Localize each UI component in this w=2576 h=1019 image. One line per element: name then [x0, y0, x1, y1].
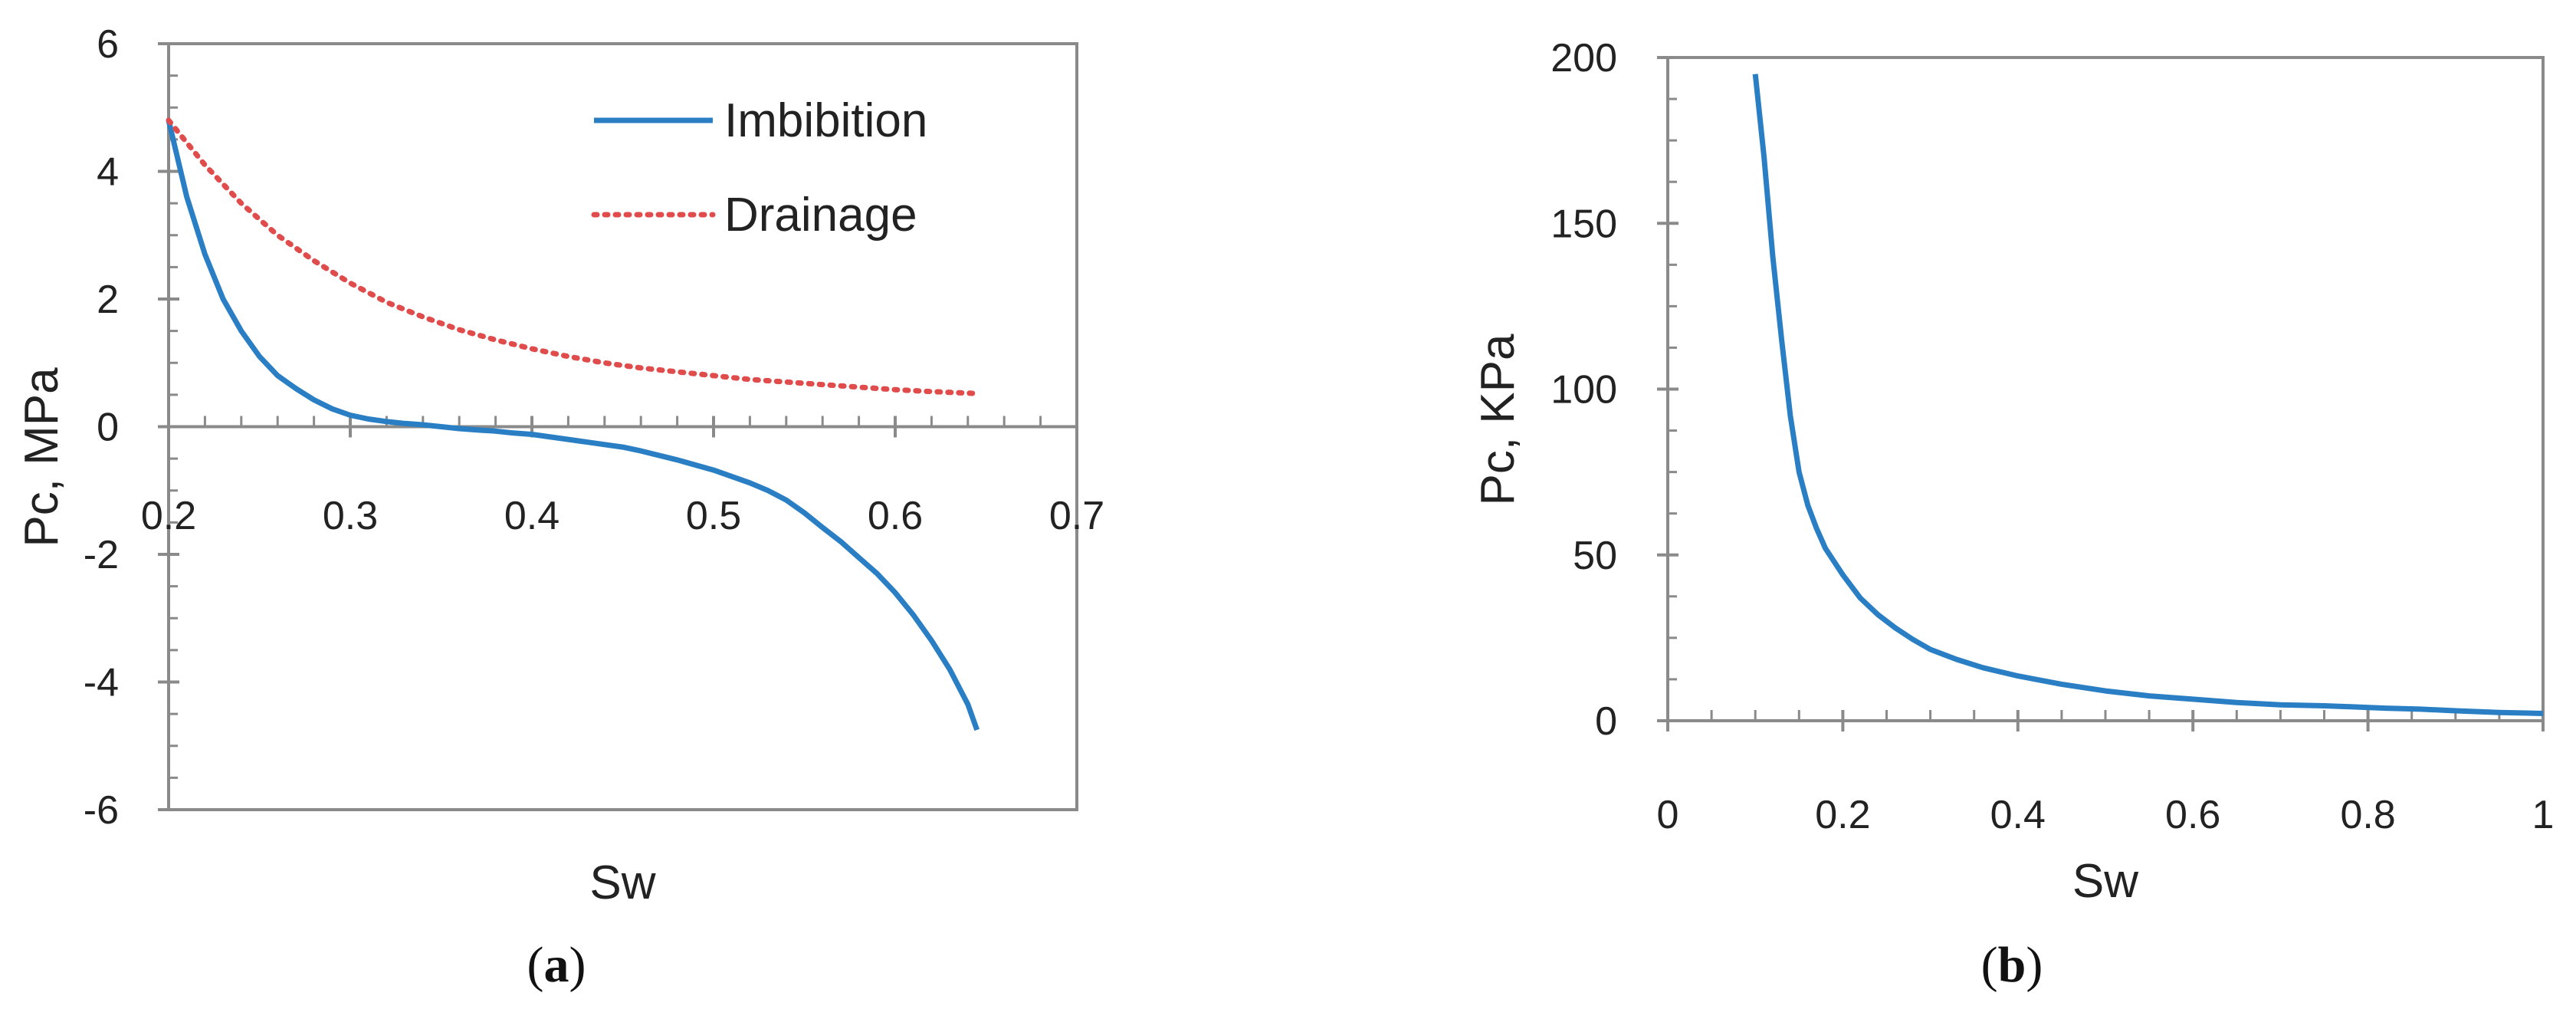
y-tick-label-b: 100 — [1551, 368, 1617, 413]
panel-label-letter: b — [1998, 937, 2026, 993]
x-tick-label-a: 0.2 — [141, 494, 196, 538]
x-tick-label-b: 0.6 — [2165, 793, 2220, 837]
panel-label-b: (b) — [1981, 937, 2043, 993]
legend-label-imbibition: Imbibition — [724, 94, 927, 147]
y-tick-label-a: -2 — [84, 533, 119, 577]
x-tick-label-b: 0 — [1657, 793, 1679, 837]
x-tick-label-a: 0.7 — [1049, 494, 1104, 538]
x-axis-title-b: Sw — [2072, 855, 2138, 908]
pc-series-line-b — [1752, 74, 2544, 716]
x-axis-title-a: Sw — [589, 856, 655, 909]
y-tick-label-a: -6 — [84, 788, 119, 833]
y-tick-label-a: 6 — [97, 22, 119, 67]
x-tick-label-a: 0.3 — [323, 494, 378, 538]
y-axis-title-a: Pc, MPa — [15, 367, 68, 547]
x-tick-label-b: 0.4 — [1990, 793, 2046, 837]
y-tick-label-b: 200 — [1551, 36, 1617, 81]
chart-panel-b: 0 50 100 150 200 0 0.2 0.4 0.6 0.8 1 Sw Pc, KPa (b) — [1472, 36, 2554, 993]
y-tick-label-a: -4 — [84, 661, 119, 705]
y-tick-label-a: 4 — [97, 150, 119, 195]
x-tick-label-b: 0.2 — [1815, 793, 1870, 837]
y-tick-label-a: 2 — [97, 278, 119, 322]
x-tick-label-a: 0.5 — [686, 494, 741, 538]
x-tick-label-b: 1 — [2532, 793, 2555, 837]
plot-area-frame-b — [1666, 56, 2545, 722]
chart-panel-a: -6 -4 -2 0 2 4 6 0.2 0.3 0.4 0.5 0.6 0.7 Imbibition Dr… — [15, 22, 1104, 993]
panel-label-a: (a) — [527, 937, 586, 993]
panel-label-open: ( — [1981, 937, 1998, 993]
panel-label-letter: a — [544, 937, 569, 993]
x-tick-label-a: 0.6 — [868, 494, 923, 538]
panel-label-close: ) — [569, 937, 586, 993]
drainage-series-line-a — [166, 117, 980, 396]
y-tick-label-a: 0 — [97, 406, 119, 450]
panel-label-close: ) — [2026, 937, 2043, 993]
x-tick-label-b: 0.8 — [2340, 793, 2395, 837]
panel-label-open: ( — [527, 937, 544, 993]
y-tick-label-b: 50 — [1573, 534, 1617, 578]
y-tick-label-b: 150 — [1551, 202, 1617, 246]
y-tick-label-b: 0 — [1595, 699, 1617, 744]
x-tick-label-a: 0.4 — [504, 494, 560, 538]
imbibition-series-line-a — [166, 120, 980, 731]
y-axis-title-b: Pc, KPa — [1472, 334, 1524, 506]
legend-label-drainage: Drainage — [724, 189, 917, 242]
